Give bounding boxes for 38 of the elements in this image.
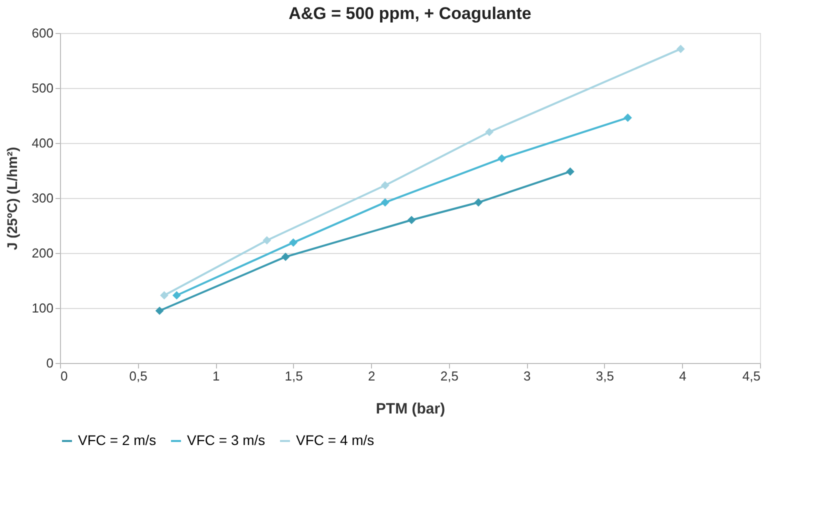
point (289, 238, 298, 247)
point (566, 167, 574, 176)
y-tick-label: 400 (32, 136, 54, 150)
x-tick-label: 2,5 (440, 368, 458, 384)
y-tick-label: 200 (32, 246, 54, 260)
x-tick-label: 0,5 (129, 368, 148, 384)
x-axis-title: PTM (bar) (376, 400, 446, 418)
y-tick-label: 500 (32, 80, 54, 96)
point (485, 128, 494, 136)
point (281, 252, 290, 262)
x-tick-label: 1 (212, 368, 220, 384)
point (380, 181, 390, 190)
point (474, 198, 483, 207)
point (676, 44, 685, 54)
point (160, 291, 168, 300)
point (498, 154, 506, 163)
point (155, 306, 164, 315)
legend-label: VFC = 4 m/s (296, 432, 374, 448)
x-tick-label: 2 (368, 368, 376, 384)
point (624, 114, 632, 122)
y-axis-title: J (25ºC) (L/hm²) (4, 146, 20, 250)
x-tick-label: 3,5 (596, 368, 614, 384)
point (380, 198, 390, 207)
y-tick-label: 100 (32, 300, 54, 316)
x-tick-label: 4 (679, 368, 686, 384)
x-tick-label: 3 (524, 368, 531, 384)
legend-label: VFC = 2 m/s (78, 432, 156, 448)
point (262, 236, 272, 245)
point (172, 291, 181, 300)
x-tick-label: 4,5 (742, 368, 760, 384)
y-tick-label: 600 (32, 26, 54, 40)
x-tick-label: 0 (60, 368, 68, 384)
y-tick-label: 300 (32, 190, 54, 206)
point (407, 216, 416, 224)
chart-title: A&G = 500 ppm, + Coagulante (288, 4, 532, 23)
y-tick-label: 0 (46, 356, 54, 370)
legend-label: VFC = 3 m/s (187, 432, 266, 448)
x-tick-label: 1,5 (284, 368, 303, 384)
